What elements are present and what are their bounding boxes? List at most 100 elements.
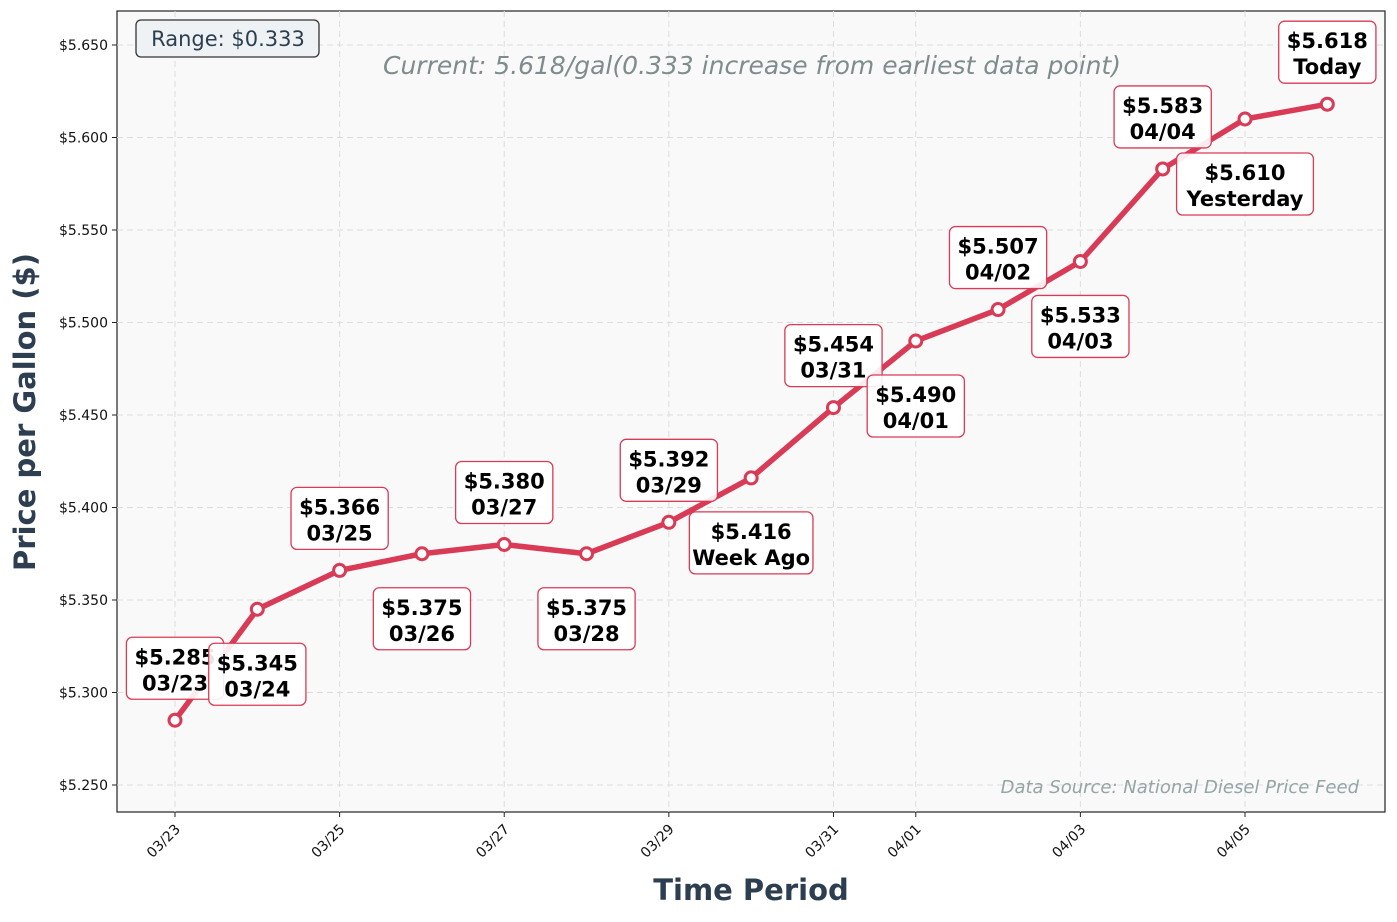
y-tick-label: $5.400 <box>59 501 108 517</box>
point-label-date: 03/28 <box>553 622 619 646</box>
y-tick-label: $5.250 <box>59 778 108 794</box>
data-points <box>167 96 1335 728</box>
point-label-price: $5.454 <box>793 333 874 357</box>
y-axis-label: Price per Gallon ($) <box>8 253 42 571</box>
point-label-date: 04/03 <box>1047 329 1113 353</box>
point-label-date: 03/26 <box>389 622 455 646</box>
point-label-date: Today <box>1293 55 1362 79</box>
point-label-box <box>948 225 1048 290</box>
y-tick-label: $5.500 <box>59 316 108 332</box>
x-tick-label: 03/27 <box>473 822 513 862</box>
point-label-box <box>784 323 883 388</box>
point-label-price: $5.610 <box>1204 161 1285 185</box>
data-point <box>496 537 512 552</box>
point-label-date: 03/23 <box>142 671 208 695</box>
y-tick-label: $5.550 <box>59 223 108 239</box>
point-label-box <box>454 460 554 525</box>
data-point <box>1155 161 1171 177</box>
point-label-box <box>1113 85 1212 149</box>
data-point <box>579 546 595 562</box>
point-label-price: $5.380 <box>464 470 545 494</box>
y-tick-label: $5.600 <box>59 131 108 147</box>
data-point <box>661 514 677 530</box>
data-point <box>1237 111 1253 127</box>
point-labels: $5.28503/23$5.34503/24$5.36603/25$5.3750… <box>125 20 1377 706</box>
data-point <box>743 470 759 486</box>
point-label-box <box>1031 294 1130 359</box>
point-label-date: 04/02 <box>965 261 1031 285</box>
point-label-date: 04/01 <box>883 409 949 433</box>
point-label-box <box>290 486 389 551</box>
x-tick-label: 03/29 <box>638 822 678 862</box>
point-label-date: Yesterday <box>1186 187 1304 211</box>
point-label-price: $5.583 <box>1122 94 1203 118</box>
y-tick-label: $5.450 <box>59 408 108 424</box>
data-point <box>332 562 348 578</box>
point-label-date: 03/25 <box>307 521 373 545</box>
range-box <box>135 19 320 58</box>
y-tick-label: $5.650 <box>59 38 108 54</box>
x-tick-label: 03/25 <box>309 822 349 862</box>
x-tick-label: 03/23 <box>144 822 184 862</box>
point-label-date: Week Ago <box>692 546 810 570</box>
point-label-box <box>866 374 966 438</box>
point-label-price: $5.507 <box>958 235 1039 259</box>
y-tick-label: $5.300 <box>59 686 108 702</box>
data-point <box>825 400 841 416</box>
point-label-price: $5.392 <box>628 447 709 471</box>
point-label-price: $5.375 <box>381 596 462 620</box>
data-point <box>414 546 430 562</box>
point-label-box <box>1175 152 1315 216</box>
point-label-price: $5.490 <box>875 383 956 407</box>
point-label-price: $5.618 <box>1287 29 1368 53</box>
data-point <box>167 712 183 728</box>
point-label-date: 03/29 <box>636 473 702 497</box>
x-tick-label: 04/03 <box>1049 822 1089 862</box>
point-label-date: 03/31 <box>800 359 866 383</box>
x-tick-label: 03/31 <box>802 822 842 862</box>
point-label-date: 04/04 <box>1130 120 1196 144</box>
point-label-price: $5.285 <box>134 645 215 669</box>
point-label-price: $5.375 <box>546 596 627 620</box>
point-label-box <box>619 438 719 502</box>
point-label-price: $5.416 <box>711 520 792 544</box>
data-point <box>1319 96 1335 112</box>
point-label-price: $5.533 <box>1040 303 1121 327</box>
x-tick-label: 04/01 <box>885 822 925 862</box>
data-point <box>990 302 1006 318</box>
current-annotation: Current: 5.618/gal(0.333 increase from e… <box>383 51 1121 80</box>
point-label-price: $5.366 <box>299 495 380 519</box>
y-ticks: $5.250 $5.300 $5.350 $5.400 $5.450 $5.500 $5.5… <box>59 38 117 794</box>
point-label-box <box>1278 20 1377 84</box>
point-label-box <box>372 587 472 651</box>
point-label-box <box>688 511 814 575</box>
y-tick-label: $5.350 <box>59 593 108 609</box>
point-label-date: 03/24 <box>224 677 290 701</box>
source-annotation: Data Source: National Diesel Price Feed <box>1001 777 1360 798</box>
x-ticks: 03/23 03/25 03/27 03/29 03/31 04/01 04/03 04/05 <box>144 812 1254 861</box>
point-label-box <box>537 587 636 651</box>
data-point <box>249 601 265 617</box>
x-axis-label: Time Period <box>653 873 849 907</box>
point-label-date: 03/27 <box>471 496 537 520</box>
data-point <box>1072 253 1088 269</box>
data-point <box>908 333 924 349</box>
x-tick-label: 04/05 <box>1214 822 1254 862</box>
point-label-box <box>208 642 307 706</box>
range-annotation: Range: $0.333 <box>151 27 305 51</box>
